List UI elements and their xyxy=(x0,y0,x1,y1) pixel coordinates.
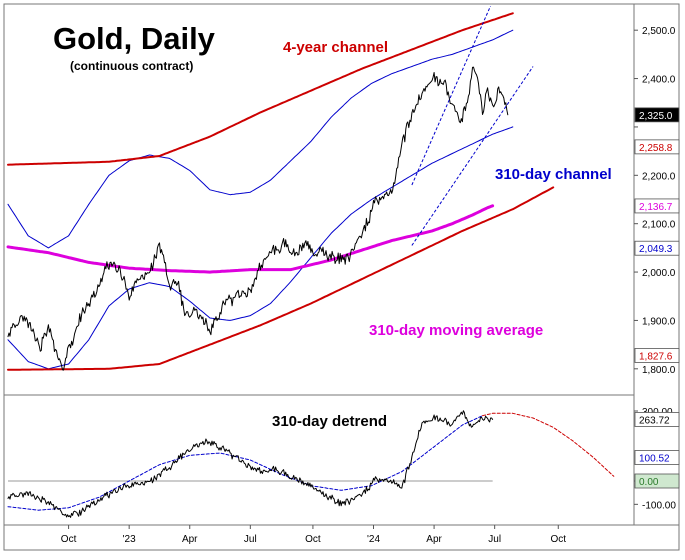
detrend-title: 310-day detrend xyxy=(272,413,387,430)
price-axis-tick-label: 2,200.0 xyxy=(642,171,676,182)
price-value-tag xyxy=(634,139,680,155)
price-panel: 2,500.0 2,400.0 2,200.0 2,100.0 2,000.0 1,900… xyxy=(6,6,680,376)
time-axis: Oct '23 Apr Jul Oct '24 Apr Jul Oct xyxy=(61,525,566,545)
detrend-value-tag-label: 100.52 xyxy=(639,454,670,465)
detrend-plot-area xyxy=(7,410,615,518)
detrend-value-tag xyxy=(634,450,680,465)
price-value-tag xyxy=(634,240,680,256)
time-axis-label: Apr xyxy=(426,534,442,545)
price-axis-tick-label: 2,500.0 xyxy=(642,26,676,37)
channel-310-day-label: 310-day channel xyxy=(495,166,612,183)
four-year-channel-lower-line xyxy=(7,186,555,371)
time-axis-label: Oct xyxy=(61,534,77,545)
price-plot-area xyxy=(6,6,555,371)
price-axis-tick-label: 2,400.0 xyxy=(642,75,676,86)
chart-subtitle: (continuous contract) xyxy=(70,59,193,73)
time-axis-label: Jul xyxy=(488,534,501,545)
four-year-channel-label: 4-year channel xyxy=(283,39,388,56)
outer-frame xyxy=(3,3,680,551)
moving-average-line xyxy=(6,204,495,274)
time-axis-label: '23 xyxy=(123,534,136,545)
time-axis-label: Apr xyxy=(182,534,198,545)
channel-310-upper-line xyxy=(7,29,514,249)
gold-price-line xyxy=(7,66,509,371)
price-value-tag-label: 2,049.3 xyxy=(639,244,673,255)
price-axis-tick-label: 2,100.0 xyxy=(642,220,676,231)
time-axis-label: Oct xyxy=(305,534,321,545)
price-value-tag-label: 1,827.6 xyxy=(639,351,673,362)
price-axis-tick-label: 2,000.0 xyxy=(642,268,676,279)
chart-title: Gold, Daily xyxy=(53,21,216,56)
detrend-value-tag xyxy=(634,473,680,489)
four-year-channel-upper-line xyxy=(7,12,514,166)
detrend-value-tag-label: 0.00 xyxy=(639,477,659,488)
channel-310-lower-projection xyxy=(411,66,534,246)
price-value-tag-label: 2,258.8 xyxy=(639,143,673,154)
detrend-axis-tick-label: -100.00 xyxy=(642,500,676,511)
moving-average-label: 310-day moving average xyxy=(369,322,543,339)
price-axis-tick-label: 1,800.0 xyxy=(642,365,676,376)
channel-310-lower-line xyxy=(7,126,514,370)
price-value-tag-label: 2,325.0 xyxy=(639,111,673,122)
channel-310-upper-projection xyxy=(411,6,492,186)
detrend-value-tag-label: 263.72 xyxy=(639,415,670,426)
price-value-tag xyxy=(634,107,680,123)
price-value-tag-label: 2,136.7 xyxy=(639,202,673,213)
time-axis-label: Jul xyxy=(244,534,257,545)
detrend-line xyxy=(7,410,494,518)
price-value-tag xyxy=(634,198,680,214)
time-axis-label: Oct xyxy=(550,534,566,545)
price-value-tag xyxy=(634,348,680,363)
detrend-cycle-line xyxy=(7,415,483,511)
price-axis-tick-label: 1,900.0 xyxy=(642,316,676,327)
detrend-projection-line xyxy=(482,412,615,477)
time-axis-label: '24 xyxy=(367,534,380,545)
detrend-value-tag xyxy=(634,412,680,427)
